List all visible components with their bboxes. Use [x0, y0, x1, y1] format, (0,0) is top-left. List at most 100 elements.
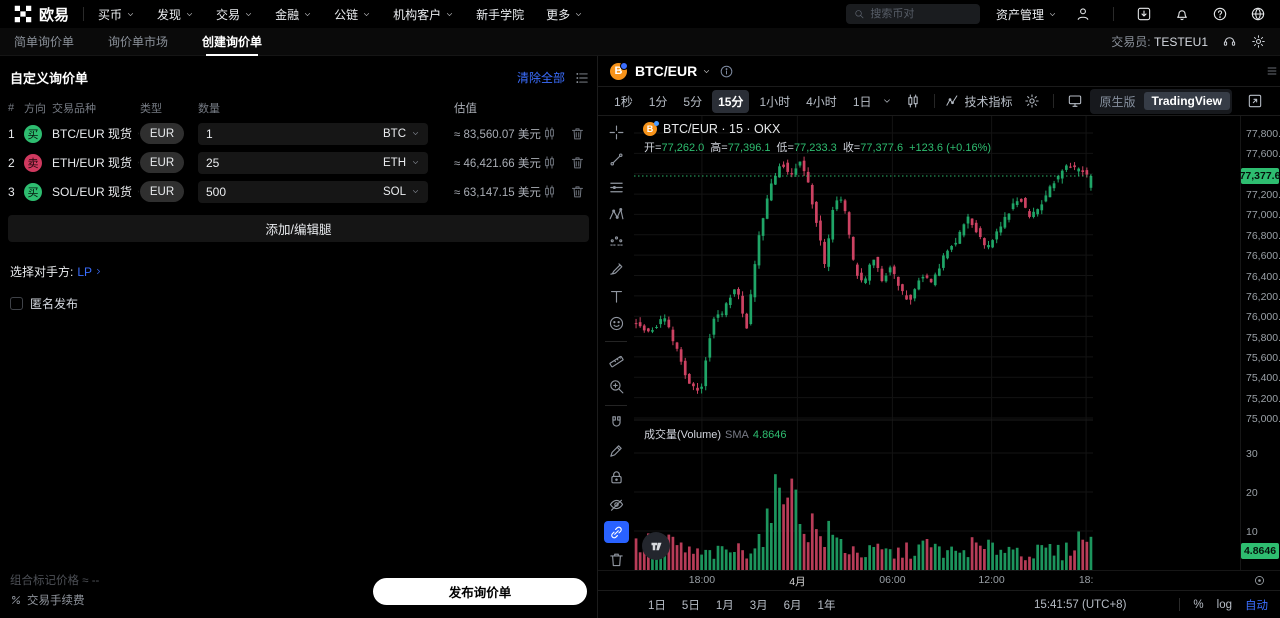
- help-icon[interactable]: [1212, 6, 1228, 22]
- menu-buy-crypto[interactable]: 买币: [98, 6, 135, 23]
- candlestick-chart[interactable]: [634, 116, 1094, 570]
- pair-selector[interactable]: ETH/EUR 现货: [52, 154, 140, 171]
- native-version-button[interactable]: 原生版: [1099, 94, 1136, 109]
- tf-5m[interactable]: 5分: [683, 94, 703, 109]
- range-1y[interactable]: 1年: [817, 599, 836, 612]
- lock-drawings-tool-icon[interactable]: [604, 467, 629, 488]
- tab-rfq-market[interactable]: 询价单市场: [108, 35, 169, 49]
- tf-1h[interactable]: 1小时: [759, 94, 791, 109]
- hide-drawings-tool-icon[interactable]: [604, 494, 629, 515]
- percent-scale-button[interactable]: %: [1193, 598, 1204, 611]
- panel-options-icon[interactable]: [575, 71, 589, 85]
- download-app-icon[interactable]: [1136, 6, 1152, 22]
- menu-more[interactable]: 更多: [546, 6, 583, 23]
- forecast-tool-icon[interactable]: [604, 231, 629, 252]
- multichart-layout-icon[interactable]: [1067, 93, 1083, 109]
- currency-dropdown[interactable]: BTC: [383, 128, 420, 140]
- side-badge-sell[interactable]: 卖: [24, 153, 42, 172]
- quantity-input[interactable]: [206, 184, 383, 199]
- auto-scale-button[interactable]: 自动: [1245, 599, 1268, 612]
- menu-finance[interactable]: 金融: [275, 6, 312, 23]
- measure-ruler-tool-icon[interactable]: [604, 349, 629, 370]
- type-pill[interactable]: EUR: [140, 152, 184, 173]
- publish-rfq-button[interactable]: 发布询价单: [373, 578, 588, 605]
- quantity-input[interactable]: [206, 155, 383, 170]
- chart-plot-area[interactable]: B BTC/EUR · 15 · OKX 开=77,262.0 高=77,396.…: [634, 116, 1240, 570]
- symbol-selector[interactable]: BTC/EUR: [635, 63, 711, 79]
- candle-chart-icon[interactable]: [542, 184, 557, 199]
- type-pill[interactable]: EUR: [140, 123, 184, 144]
- search-box[interactable]: [845, 4, 980, 24]
- tf-1m[interactable]: 1分: [648, 94, 668, 109]
- crosshair-tool-icon[interactable]: [604, 122, 629, 143]
- price-axis[interactable]: 77,377.6 4.8646 77,800.0 77,600.0 77,200.0…: [1240, 116, 1280, 570]
- tf-1d[interactable]: 1日: [852, 94, 872, 109]
- tradingview-button[interactable]: TradingView: [1143, 92, 1230, 110]
- tradingview-logo[interactable]: [642, 532, 671, 560]
- zoom-in-tool-icon[interactable]: [604, 376, 629, 397]
- magnet-tool-icon[interactable]: [604, 412, 629, 433]
- range-1d[interactable]: 1日: [648, 599, 666, 612]
- search-input[interactable]: [870, 8, 972, 20]
- language-globe-icon[interactable]: [1250, 6, 1266, 22]
- menu-discover[interactable]: 发现: [157, 6, 194, 23]
- asset-management-menu[interactable]: 资产管理: [996, 6, 1057, 23]
- pair-selector[interactable]: SOL/EUR 现货: [52, 183, 140, 200]
- emoji-tool-icon[interactable]: [604, 313, 629, 334]
- drawing-mode-tool-icon[interactable]: [604, 440, 629, 461]
- user-icon[interactable]: [1075, 6, 1091, 22]
- tf-4h[interactable]: 4小时: [806, 94, 837, 109]
- remove-drawings-trash-icon[interactable]: [604, 549, 629, 570]
- tab-create-rfq[interactable]: 创建询价单: [202, 28, 262, 56]
- chevron-down-icon[interactable]: [882, 96, 892, 106]
- fullscreen-expand-icon[interactable]: [1247, 93, 1263, 109]
- chart-style-icon[interactable]: [905, 93, 921, 109]
- range-5d[interactable]: 5日: [681, 599, 700, 612]
- sync-link-tool-icon[interactable]: [603, 521, 629, 543]
- currency-dropdown[interactable]: SOL: [383, 186, 420, 198]
- time-axis[interactable]: 18:00 4月 06:00 12:00 18:: [598, 570, 1280, 590]
- tf-15m[interactable]: 15分: [712, 89, 750, 113]
- candle-chart-icon[interactable]: [542, 126, 557, 141]
- notifications-bell-icon[interactable]: [1174, 6, 1190, 22]
- okx-logo[interactable]: 欧易: [14, 4, 69, 25]
- side-badge-buy[interactable]: 买: [24, 124, 42, 143]
- range-6mo[interactable]: 6月: [783, 599, 802, 612]
- menu-chain[interactable]: 公链: [334, 6, 371, 23]
- candle-chart-icon[interactable]: [542, 155, 557, 170]
- range-3mo[interactable]: 3月: [749, 599, 768, 612]
- anonymous-checkbox[interactable]: [10, 297, 23, 310]
- settings-gear-icon[interactable]: [1251, 34, 1266, 49]
- text-tool-icon[interactable]: [604, 286, 629, 307]
- delete-trash-icon[interactable]: [570, 184, 585, 199]
- delete-trash-icon[interactable]: [570, 126, 585, 141]
- brush-tool-icon[interactable]: [604, 258, 629, 279]
- tab-simple-rfq[interactable]: 简单询价单: [14, 35, 75, 49]
- tf-1s[interactable]: 1秒: [614, 94, 633, 109]
- clear-all-link[interactable]: 清除全部: [517, 71, 566, 85]
- menu-academy[interactable]: 新手学院: [476, 7, 525, 22]
- xabcd-pattern-tool-icon[interactable]: [604, 204, 629, 225]
- menu-institutional[interactable]: 机构客户: [393, 6, 454, 23]
- info-icon[interactable]: [719, 64, 734, 79]
- indicators-button[interactable]: 技术指标: [945, 93, 1013, 110]
- estimated-value: ≈ 63,147.15 美元: [454, 186, 541, 199]
- currency-dropdown[interactable]: ETH: [383, 157, 420, 169]
- counterparty-link[interactable]: LP: [77, 265, 103, 279]
- fib-lines-tool-icon[interactable]: [604, 177, 629, 198]
- support-headset-icon[interactable]: [1222, 34, 1237, 49]
- side-badge-buy[interactable]: 买: [24, 182, 42, 201]
- chart-menu-icon[interactable]: [1266, 65, 1278, 77]
- pair-selector[interactable]: BTC/EUR 现货: [52, 125, 140, 142]
- scroll-to-realtime-icon[interactable]: [1253, 574, 1266, 587]
- range-1mo[interactable]: 1月: [715, 599, 734, 612]
- chart-settings-gear-icon[interactable]: [1024, 93, 1040, 109]
- quantity-input[interactable]: [206, 126, 383, 141]
- log-scale-button[interactable]: log: [1216, 598, 1232, 611]
- delete-trash-icon[interactable]: [570, 155, 585, 170]
- add-edit-leg-button[interactable]: 添加/编辑腿: [8, 215, 590, 242]
- trendline-tool-icon[interactable]: [604, 149, 629, 170]
- menu-trade[interactable]: 交易: [216, 6, 253, 23]
- clock: 15:41:57 (UTC+8): [1034, 598, 1127, 611]
- type-pill[interactable]: EUR: [140, 181, 184, 202]
